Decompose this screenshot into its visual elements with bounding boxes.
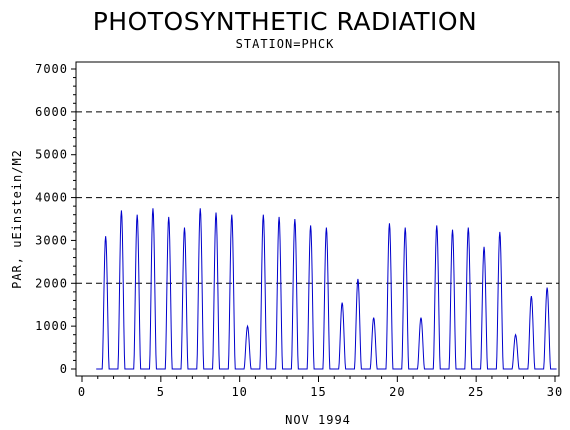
y-tick-label: 6000 bbox=[35, 105, 68, 119]
plot-frame bbox=[75, 61, 560, 377]
x-tick-label: 20 bbox=[389, 385, 405, 399]
chart-subtitle: STATION=PHCK bbox=[236, 37, 335, 51]
y-tick-label: 1000 bbox=[35, 319, 68, 333]
x-tick-label: 0 bbox=[78, 385, 86, 399]
y-tick-label: 3000 bbox=[35, 233, 68, 247]
y-tick-label: 4000 bbox=[35, 191, 68, 205]
y-axis-label: PAR, uEinstein/M2 bbox=[10, 149, 24, 289]
x-tick-label: 25 bbox=[468, 385, 484, 399]
x-tick-label: 5 bbox=[157, 385, 165, 399]
x-axis-label: NOV 1994 bbox=[285, 413, 351, 427]
y-axis: 0 1000 2000 3000 4000 5000 6000 7000 bbox=[35, 62, 76, 376]
reference-lines bbox=[76, 111, 559, 284]
x-tick-label: 30 bbox=[547, 385, 563, 399]
y-tick-label: 2000 bbox=[35, 276, 68, 290]
par-series-line bbox=[96, 208, 557, 370]
x-tick-label: 10 bbox=[231, 385, 247, 399]
y-tick-label: 5000 bbox=[35, 148, 68, 162]
y-tick-label: 0 bbox=[60, 362, 68, 376]
x-axis: 0 5 10 15 20 25 30 bbox=[78, 376, 563, 399]
y-tick-label: 7000 bbox=[35, 62, 68, 76]
chart-title: PHOTOSYNTHETIC RADIATION bbox=[93, 7, 478, 36]
x-tick-label: 15 bbox=[310, 385, 326, 399]
